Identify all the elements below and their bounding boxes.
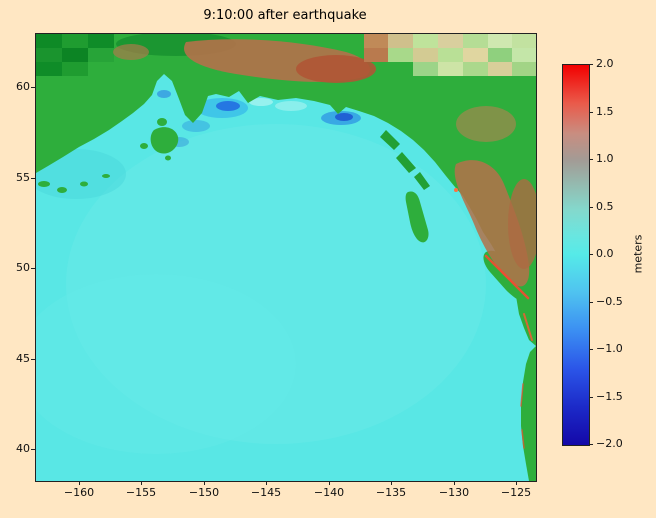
y-tick-label: 40	[16, 442, 30, 455]
ocean-variation-layer	[36, 124, 486, 454]
colorbar-tick-mark	[589, 64, 593, 65]
map-canvas	[36, 34, 536, 481]
x-tick-mark	[329, 481, 330, 485]
colorbar-tick-label: 1.0	[596, 152, 614, 165]
colorbar-tick-label: 0.5	[596, 200, 614, 213]
colorbar-tick-mark	[589, 349, 593, 350]
shoreline-wave-layer	[454, 188, 533, 449]
colorbar-tick-label: −1.5	[596, 390, 623, 403]
colorbar-tick-label: 0.0	[596, 247, 614, 260]
x-tick-label: −145	[250, 486, 282, 499]
colorbar-axis-label: meters	[631, 234, 645, 274]
colorbar-tick-mark	[589, 397, 593, 398]
map-plot	[35, 33, 537, 482]
y-tick-label: 50	[16, 261, 30, 274]
y-tick-label: 55	[16, 171, 30, 184]
x-tick-label: −130	[438, 486, 470, 499]
colorbar-tick-label: −1.0	[596, 342, 623, 355]
colorbar-tick-mark	[589, 112, 593, 113]
x-tick-mark	[516, 481, 517, 485]
x-tick-mark	[141, 481, 142, 485]
plot-title: 9:10:00 after earthquake	[203, 8, 367, 23]
kodiak-island	[150, 127, 179, 154]
y-tick-label: 45	[16, 352, 30, 365]
y-tick-mark	[31, 449, 35, 450]
x-tick-mark	[454, 481, 455, 485]
colorbar-tick-mark	[589, 159, 593, 160]
colorbar-tick-mark	[589, 444, 593, 445]
y-tick-label: 60	[16, 80, 30, 93]
coast-sliver	[521, 346, 536, 481]
x-tick-label: −135	[375, 486, 407, 499]
colorbar-tick-label: −0.5	[596, 295, 623, 308]
x-tick-label: −160	[63, 486, 95, 499]
mainland	[36, 34, 536, 346]
x-tick-mark	[266, 481, 267, 485]
colorbar-tick-label: 1.5	[596, 105, 614, 118]
colorbar-tick-label: 2.0	[596, 57, 614, 70]
colorbar-tick-mark	[589, 302, 593, 303]
colorbar	[562, 64, 590, 446]
colorbar-tick-label: −2.0	[596, 437, 623, 450]
panhandle-islands	[380, 130, 430, 190]
y-tick-mark	[31, 268, 35, 269]
y-tick-mark	[31, 87, 35, 88]
x-tick-label: −155	[125, 486, 157, 499]
x-tick-label: −150	[188, 486, 220, 499]
y-tick-mark	[31, 178, 35, 179]
y-tick-mark	[31, 359, 35, 360]
x-tick-label: −125	[500, 486, 532, 499]
terrain-overlay-layer	[36, 34, 536, 287]
x-tick-label: −140	[313, 486, 345, 499]
haida-gwaii	[405, 191, 429, 243]
colorbar-tick-mark	[589, 207, 593, 208]
x-tick-mark	[204, 481, 205, 485]
x-tick-mark	[79, 481, 80, 485]
colorbar-tick-mark	[589, 254, 593, 255]
x-tick-mark	[391, 481, 392, 485]
